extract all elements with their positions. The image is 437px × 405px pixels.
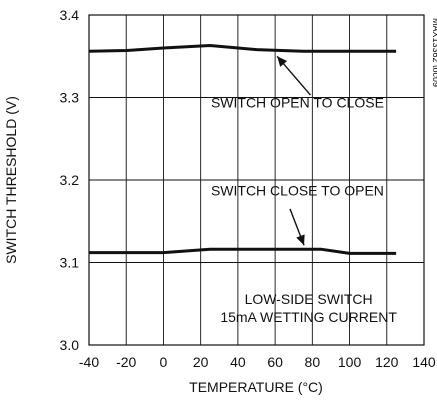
arrow-close-to-open bbox=[289, 208, 305, 246]
x-tick-label: 80 bbox=[305, 354, 321, 370]
x-tick-label: 100 bbox=[338, 354, 362, 370]
grid bbox=[89, 15, 424, 345]
x-tick-label: -40 bbox=[79, 354, 99, 370]
plot-frame bbox=[88, 14, 425, 346]
x-axis-label: TEMPERATURE (°C) bbox=[189, 379, 323, 395]
y-tick-label: 3.1 bbox=[60, 255, 80, 271]
series-line-1 bbox=[88, 44, 397, 53]
y-tick-label: 3.3 bbox=[60, 90, 80, 106]
x-tick-label: 40 bbox=[230, 354, 246, 370]
annotation-low-side-switch: LOW-SIDE SWITCH bbox=[245, 291, 373, 307]
figure-id-label: MAX13362 toc09 bbox=[431, 18, 437, 87]
series-lines bbox=[88, 44, 397, 255]
x-tick-label: 20 bbox=[193, 354, 209, 370]
y-tick-label: 3.4 bbox=[60, 7, 80, 23]
y-tick-labels: 3.0 3.1 3.2 3.3 3.4 bbox=[60, 7, 80, 353]
arrow-open-to-close bbox=[276, 55, 312, 96]
x-tick-label: 60 bbox=[267, 354, 283, 370]
annotation-close-to-open: SWITCH CLOSE TO OPEN bbox=[211, 183, 384, 199]
annotation-wetting-current: 15mA WETTING CURRENT bbox=[220, 309, 397, 325]
y-tick-label: 3.2 bbox=[60, 172, 80, 188]
annotation-open-to-close: SWITCH OPEN TO CLOSE bbox=[211, 94, 384, 110]
x-tick-labels: -40 -20 0 20 40 60 80 100 120 140 bbox=[79, 354, 436, 370]
x-tick-label: 120 bbox=[375, 354, 399, 370]
x-tick-label: 0 bbox=[160, 354, 168, 370]
x-tick-label: 140 bbox=[412, 354, 436, 370]
annotations: SWITCH OPEN TO CLOSE SWITCH CLOSE TO OPEN… bbox=[211, 55, 397, 325]
y-axis-label: SWITCH THRESHOLD (V) bbox=[3, 96, 19, 264]
y-tick-label: 3.0 bbox=[60, 337, 80, 353]
series-line-2 bbox=[89, 247, 397, 255]
x-tick-label: -20 bbox=[116, 354, 136, 370]
